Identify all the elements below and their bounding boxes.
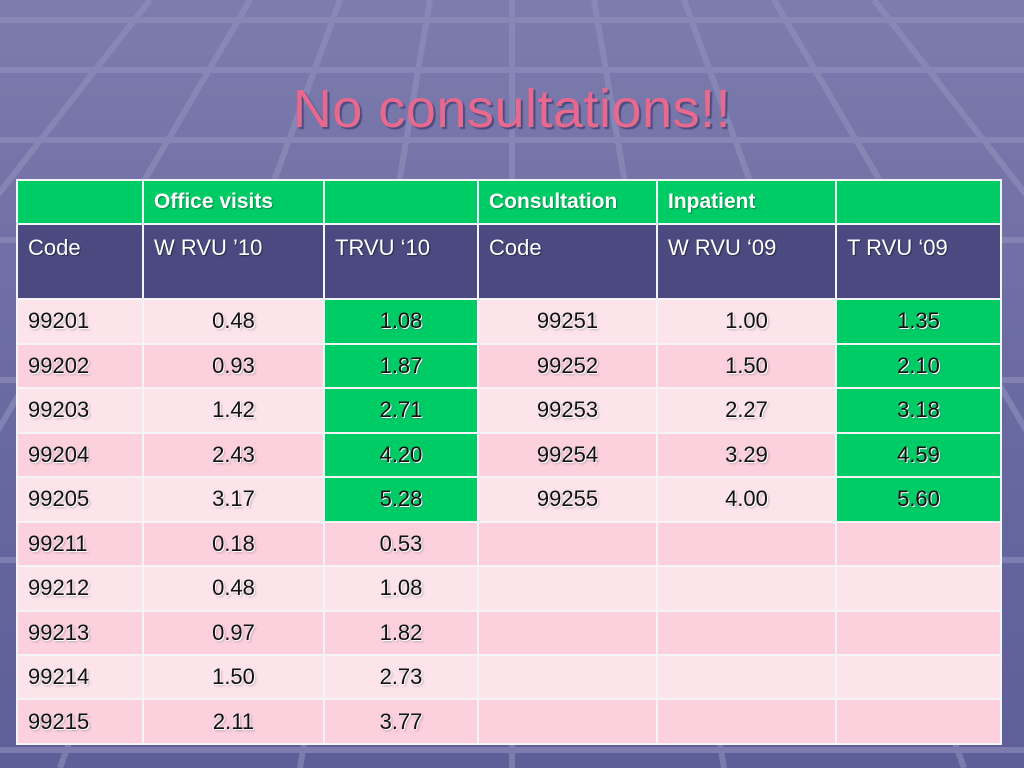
table-cell: [477, 520, 658, 568]
table-cell: 99204: [16, 431, 144, 479]
table-cell: 1.50: [656, 342, 837, 390]
table-cell: 99202: [16, 342, 144, 390]
table-cell: 4.20: [323, 431, 479, 479]
table-cell: [656, 565, 837, 612]
table-cell: 3.17: [142, 476, 325, 523]
table-row: 99205 3.17 5.28 99255 4.00 5.60: [16, 476, 1002, 523]
table-cell: 2.10: [835, 342, 1002, 390]
group-header-cell: Office visits: [142, 178, 325, 226]
table-cell: 5.28: [323, 476, 479, 523]
table-cell: [477, 565, 658, 612]
table-cell: 1.87: [323, 342, 479, 390]
table-cell: 99213: [16, 609, 144, 657]
table-cell: 3.29: [656, 431, 837, 479]
table-cell: 0.48: [142, 565, 325, 612]
table-row: 99214 1.50 2.73: [16, 653, 1002, 701]
group-header-cell: Consultation: [477, 178, 658, 226]
table-cell: [477, 653, 658, 701]
column-header-cell: T RVU ‘09: [835, 223, 1002, 301]
rvu-table: Office visits Consultation Inpatient Code W …: [16, 178, 1002, 745]
table-cell: 99212: [16, 565, 144, 612]
table-row: 99201 0.48 1.08 99251 1.00 1.35: [16, 298, 1002, 345]
table-cell: 99203: [16, 387, 144, 434]
table-cell: [835, 698, 1002, 745]
table-row: 99203 1.42 2.71 99253 2.27 3.18: [16, 387, 1002, 434]
table-cell: 1.08: [323, 298, 479, 345]
table-cell: [656, 609, 837, 657]
column-header-row: Code W RVU ’10 TRVU ‘10 Code W RVU ‘09 T RVU …: [16, 223, 1002, 301]
table-cell: 0.93: [142, 342, 325, 390]
table-cell: 1.82: [323, 609, 479, 657]
column-header-cell: W RVU ‘09: [656, 223, 837, 301]
table-row: 99215 2.11 3.77: [16, 698, 1002, 745]
table-cell: 3.77: [323, 698, 479, 745]
table-cell: 2.27: [656, 387, 837, 434]
table-cell: 99201: [16, 298, 144, 345]
table-cell: [656, 698, 837, 745]
table-cell: 1.50: [142, 653, 325, 701]
table-cell: 4.00: [656, 476, 837, 523]
table-cell: 99253: [477, 387, 658, 434]
table-cell: 1.08: [323, 565, 479, 612]
table-cell: 4.59: [835, 431, 1002, 479]
table-row: 99204 2.43 4.20 99254 3.29 4.59: [16, 431, 1002, 479]
column-header-cell: W RVU ’10: [142, 223, 325, 301]
table-cell: 0.53: [323, 520, 479, 568]
table-cell: 1.00: [656, 298, 837, 345]
table-cell: [835, 565, 1002, 612]
table-cell: 5.60: [835, 476, 1002, 523]
group-header-cell: [835, 178, 1002, 226]
table-cell: [477, 609, 658, 657]
table-cell: 99255: [477, 476, 658, 523]
table-row: 99202 0.93 1.87 99252 1.50 2.10: [16, 342, 1002, 390]
table-row: 99213 0.97 1.82: [16, 609, 1002, 657]
table-cell: 2.71: [323, 387, 479, 434]
group-header-row: Office visits Consultation Inpatient: [16, 178, 1002, 226]
table-cell: 2.11: [142, 698, 325, 745]
table-cell: 99211: [16, 520, 144, 568]
table-cell: 99215: [16, 698, 144, 745]
group-header-cell: [16, 178, 144, 226]
column-header-cell: TRVU ‘10: [323, 223, 479, 301]
table-cell: [656, 520, 837, 568]
table-cell: [477, 698, 658, 745]
table-cell: 0.48: [142, 298, 325, 345]
table-cell: 99254: [477, 431, 658, 479]
column-header-cell: Code: [477, 223, 658, 301]
table-cell: [656, 653, 837, 701]
table-cell: [835, 653, 1002, 701]
table-cell: 1.35: [835, 298, 1002, 345]
table-cell: [835, 520, 1002, 568]
table-row: 99212 0.48 1.08: [16, 565, 1002, 612]
table-cell: 3.18: [835, 387, 1002, 434]
column-header-cell: Code: [16, 223, 144, 301]
table-cell: 99205: [16, 476, 144, 523]
group-header-cell: [323, 178, 479, 226]
table-cell: [835, 609, 1002, 657]
table-cell: 0.97: [142, 609, 325, 657]
table-cell: 2.43: [142, 431, 325, 479]
table-cell: 99252: [477, 342, 658, 390]
slide-title: No consultations!!: [292, 79, 732, 139]
table-row: 99211 0.18 0.53: [16, 520, 1002, 568]
table-cell: 1.42: [142, 387, 325, 434]
table-cell: 0.18: [142, 520, 325, 568]
table-cell: 99214: [16, 653, 144, 701]
table-cell: 99251: [477, 298, 658, 345]
table-cell: 2.73: [323, 653, 479, 701]
group-header-cell: Inpatient: [656, 178, 837, 226]
